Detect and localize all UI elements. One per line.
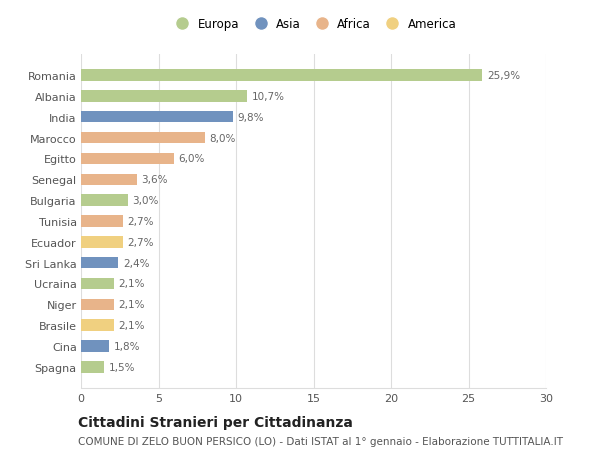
Text: 9,8%: 9,8% [238, 112, 264, 123]
Text: 10,7%: 10,7% [251, 92, 284, 102]
Text: 2,1%: 2,1% [118, 320, 145, 330]
Bar [81, 216, 123, 227]
Bar [81, 341, 109, 352]
Text: 3,0%: 3,0% [132, 196, 158, 206]
Bar [81, 112, 233, 123]
Text: 1,5%: 1,5% [109, 362, 136, 372]
Bar [81, 133, 205, 144]
Text: 2,7%: 2,7% [128, 237, 154, 247]
Bar [81, 361, 104, 373]
Text: 2,1%: 2,1% [118, 279, 145, 289]
Bar [81, 299, 113, 310]
Bar [81, 257, 118, 269]
Text: 6,0%: 6,0% [179, 154, 205, 164]
Text: 8,0%: 8,0% [209, 133, 236, 143]
Text: 2,1%: 2,1% [118, 300, 145, 310]
Bar [81, 320, 113, 331]
Text: Cittadini Stranieri per Cittadinanza: Cittadini Stranieri per Cittadinanza [78, 415, 353, 429]
Text: 1,8%: 1,8% [113, 341, 140, 351]
Legend: Europa, Asia, Africa, America: Europa, Asia, Africa, America [170, 18, 457, 31]
Bar [81, 70, 482, 82]
Bar [81, 153, 174, 165]
Bar [81, 195, 128, 207]
Text: 2,7%: 2,7% [128, 217, 154, 226]
Text: 3,6%: 3,6% [142, 175, 168, 185]
Bar [81, 278, 113, 290]
Text: 2,4%: 2,4% [123, 258, 149, 268]
Bar [81, 174, 137, 185]
Bar [81, 236, 123, 248]
Text: COMUNE DI ZELO BUON PERSICO (LO) - Dati ISTAT al 1° gennaio - Elaborazione TUTTI: COMUNE DI ZELO BUON PERSICO (LO) - Dati … [78, 436, 563, 446]
Text: 25,9%: 25,9% [487, 71, 520, 81]
Bar [81, 91, 247, 102]
